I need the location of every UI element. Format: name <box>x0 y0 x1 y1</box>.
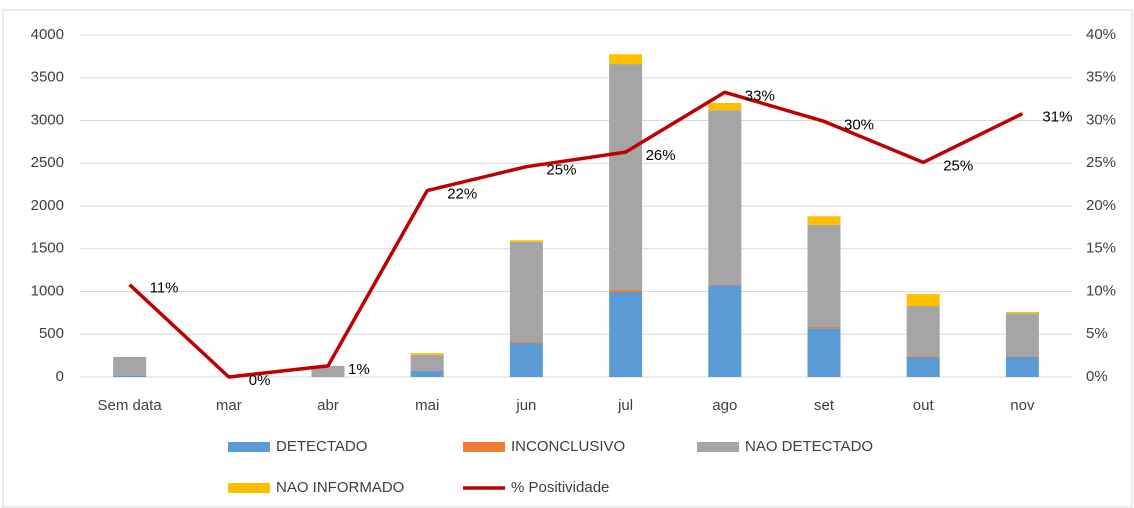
bar-segment <box>906 306 940 356</box>
legend-label: DETECTADO <box>276 438 367 455</box>
y-tick-label: 3000 <box>31 111 64 128</box>
y2-tick-label: 10% <box>1086 282 1116 299</box>
bar-segment <box>708 102 742 111</box>
legend-label: NAO INFORMADO <box>276 479 404 496</box>
bar-segment <box>609 291 643 377</box>
data-label: 25% <box>943 157 973 174</box>
bar-segment <box>807 216 841 225</box>
line-series <box>128 90 1024 379</box>
x-tick-label: out <box>913 397 935 414</box>
data-label: 25% <box>546 162 576 179</box>
legend-label: INCONCLUSIVO <box>511 438 625 455</box>
legend-label: NAO DETECTADO <box>745 438 873 455</box>
x-tick-label: jun <box>515 397 536 414</box>
bar-segment <box>807 328 841 377</box>
bar-segment <box>906 294 940 307</box>
y-tick-label: 0 <box>56 368 64 385</box>
data-label: 33% <box>745 87 775 104</box>
bar-segment <box>311 365 345 377</box>
y-tick-label: 2500 <box>31 154 64 171</box>
x-tick-label: mar <box>216 397 242 414</box>
bar-segment <box>708 284 742 286</box>
bar-segment <box>410 371 444 377</box>
y-tick-label: 1000 <box>31 282 64 299</box>
y2-tick-label: 20% <box>1086 197 1116 214</box>
y-tick-label: 1500 <box>31 240 64 257</box>
bar-segment <box>609 54 643 65</box>
x-tick-label: set <box>814 397 835 414</box>
data-label: 1% <box>348 361 370 378</box>
data-label: 30% <box>844 116 874 133</box>
x-tick-label: nov <box>1010 397 1035 414</box>
x-tick-label: abr <box>317 397 339 414</box>
bar-segment <box>410 354 444 371</box>
bar-segment <box>113 356 147 376</box>
x-tick-label: mai <box>415 397 439 414</box>
bar-segment <box>509 341 543 343</box>
y-tick-label: 500 <box>39 325 64 342</box>
data-label: 31% <box>1042 109 1072 126</box>
bar-segment <box>1005 313 1039 357</box>
x-tick-label: jul <box>617 397 633 414</box>
data-label: 22% <box>447 186 477 203</box>
bar-segment <box>708 285 742 377</box>
data-label: 0% <box>249 372 271 389</box>
chart-frame <box>2 9 1133 508</box>
bar-segment <box>509 342 543 377</box>
bar-segment <box>1005 356 1039 377</box>
x-tick-label: Sem data <box>97 397 162 414</box>
legend-swatch <box>697 442 739 452</box>
y-tick-label: 4000 <box>31 26 64 43</box>
bar-segment <box>807 224 841 327</box>
legend-swatch <box>463 442 505 452</box>
y2-tick-label: 35% <box>1086 69 1116 86</box>
legend-label: % Positividade <box>511 479 609 496</box>
data-label: 11% <box>150 280 179 297</box>
bar-segment <box>113 375 147 377</box>
bar-segment <box>708 110 742 285</box>
bar-segment <box>1005 312 1039 314</box>
y2-tick-label: 15% <box>1086 240 1116 257</box>
bar-segment <box>410 353 444 355</box>
y2-tick-label: 5% <box>1086 325 1108 342</box>
y2-tick-label: 30% <box>1086 111 1116 128</box>
bar-segment <box>609 289 643 292</box>
bar-segment <box>509 240 543 242</box>
bar-segment <box>807 326 841 329</box>
y2-tick-label: 25% <box>1086 154 1116 171</box>
legend-swatch <box>228 483 270 493</box>
data-label: 26% <box>646 147 676 164</box>
bar-segment <box>609 64 643 290</box>
bar-segment <box>906 355 940 357</box>
y2-tick-label: 0% <box>1086 368 1108 385</box>
bar-segment <box>509 241 543 342</box>
y2-tick-label: 40% <box>1086 26 1116 43</box>
y-tick-label: 3500 <box>31 69 64 86</box>
legend-swatch <box>228 442 270 452</box>
bar-segment <box>906 356 940 377</box>
y-tick-label: 2000 <box>31 197 64 214</box>
x-tick-label: ago <box>712 397 737 414</box>
